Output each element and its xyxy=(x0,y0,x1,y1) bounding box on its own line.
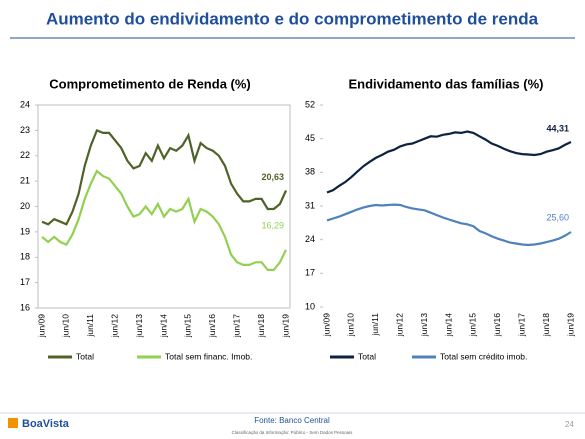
y-tick-label: 22 xyxy=(20,150,30,160)
y-tick-label: 10 xyxy=(305,301,315,311)
y-tick-label: 38 xyxy=(305,167,315,177)
x-tick-label: jun/14 xyxy=(158,314,168,338)
y-tick-label: 19 xyxy=(20,226,30,236)
end-label: 20,63 xyxy=(261,172,284,182)
y-tick-label: 17 xyxy=(20,277,30,287)
y-tick-label: 31 xyxy=(305,200,315,210)
x-tick-label: jun/16 xyxy=(492,313,502,337)
x-tick-label: jun/18 xyxy=(256,314,266,338)
x-tick-label: jun/19 xyxy=(565,313,575,337)
x-tick-label: jun/12 xyxy=(394,313,404,337)
end-label: 44,31 xyxy=(546,123,569,133)
legend-label: Total xyxy=(358,351,376,361)
x-tick-label: jun/15 xyxy=(468,313,478,337)
x-tick-label: jun/09 xyxy=(321,313,331,337)
y-tick-label: 21 xyxy=(20,176,30,186)
end-label: 25,60 xyxy=(546,212,569,222)
source: Fonte: Banco Central xyxy=(254,416,330,425)
series-line xyxy=(41,128,288,226)
x-tick-label: jun/17 xyxy=(516,313,526,337)
logo: BoaVista xyxy=(22,418,70,430)
series-line xyxy=(326,203,572,247)
x-tick-label: jun/09 xyxy=(36,314,46,338)
x-tick-label: jun/16 xyxy=(207,314,217,338)
x-tick-label: jun/17 xyxy=(231,314,241,338)
x-tick-label: jun/13 xyxy=(419,313,429,337)
legend-label: Total sem crédito imob. xyxy=(440,351,527,361)
y-tick-label: 17 xyxy=(305,268,315,278)
series-line xyxy=(326,130,572,194)
legend-label: Total xyxy=(76,351,94,361)
y-tick-label: 16 xyxy=(20,302,30,312)
plot-border xyxy=(37,104,291,309)
page-number: 24 xyxy=(565,420,574,429)
y-tick-label: 52 xyxy=(305,99,315,109)
slide-title: Aumento do endividamento e do comprometi… xyxy=(46,9,539,28)
y-tick-label: 18 xyxy=(20,252,30,262)
x-tick-label: jun/15 xyxy=(183,314,193,338)
x-tick-label: jun/14 xyxy=(443,313,453,337)
x-tick-label: jun/10 xyxy=(61,314,71,338)
legend-label: Total sem financ. Imob. xyxy=(165,351,252,361)
x-tick-label: jun/13 xyxy=(134,314,144,338)
end-label: 16,29 xyxy=(261,220,284,230)
y-tick-label: 20 xyxy=(20,201,30,211)
chart-title: Endividamento das famílias (%) xyxy=(348,76,543,91)
x-tick-label: jun/11 xyxy=(85,314,95,338)
logo-icon xyxy=(8,418,18,428)
classification: Classificação da Informação: Público - S… xyxy=(232,430,354,435)
x-tick-label: jun/19 xyxy=(280,314,290,338)
y-tick-label: 24 xyxy=(305,234,315,244)
y-tick-label: 23 xyxy=(20,125,30,135)
x-tick-label: jun/11 xyxy=(370,313,380,337)
x-tick-label: jun/18 xyxy=(541,313,551,337)
series-line xyxy=(41,169,287,271)
y-tick-label: 24 xyxy=(20,99,30,109)
x-tick-label: jun/10 xyxy=(346,313,356,337)
chart-title: Comprometimento de Renda (%) xyxy=(49,76,251,91)
x-tick-label: jun/12 xyxy=(109,314,119,338)
y-tick-label: 45 xyxy=(305,133,315,143)
